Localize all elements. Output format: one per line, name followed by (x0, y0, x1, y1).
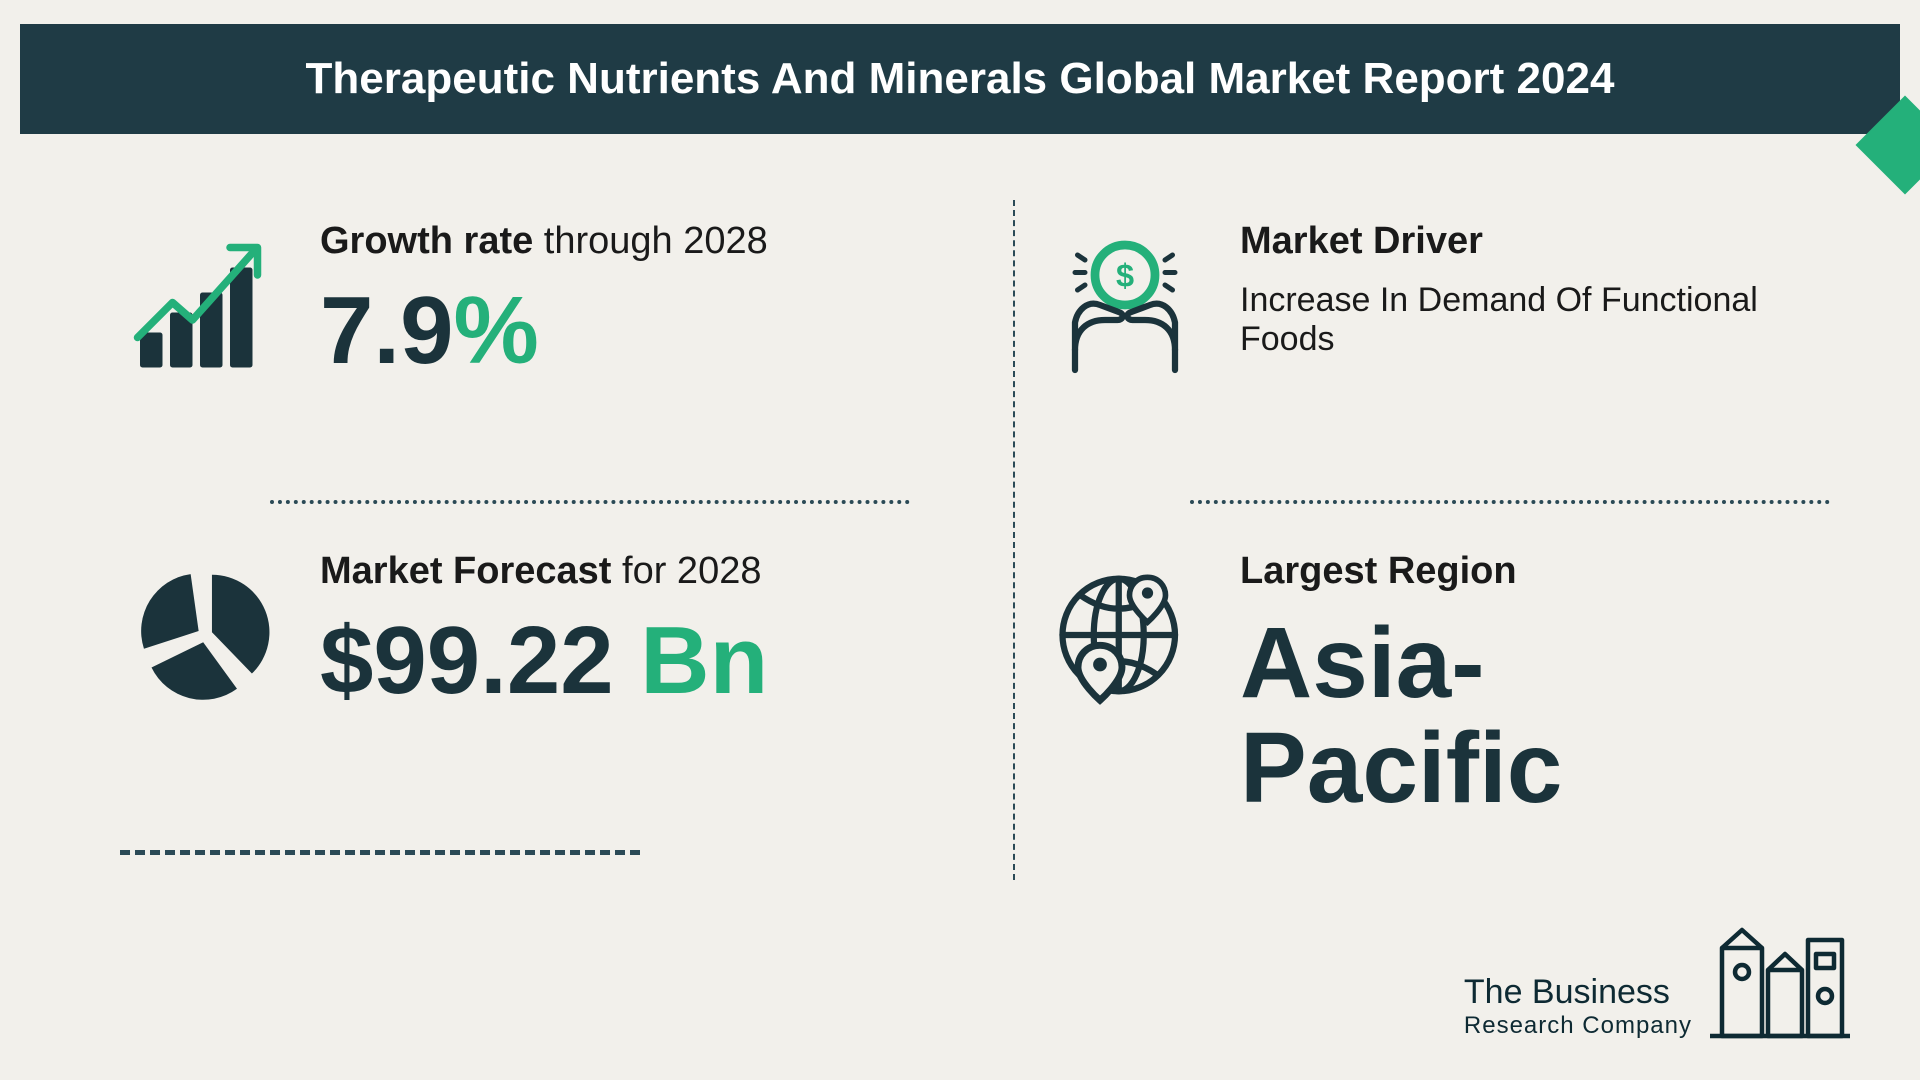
logo-line2: Research Company (1464, 1012, 1692, 1040)
growth-label: Growth rate through 2028 (320, 220, 768, 263)
vertical-divider (1013, 200, 1015, 880)
report-title: Therapeutic Nutrients And Minerals Globa… (306, 54, 1615, 104)
region-label: Largest Region (1240, 550, 1562, 593)
title-bar: Therapeutic Nutrients And Minerals Globa… (20, 24, 1900, 134)
bottom-dash-line (120, 850, 640, 855)
region-value: Asia-Pacific (1240, 611, 1562, 821)
forecast-label: Market Forecast for 2028 (320, 550, 768, 593)
content-area: Growth rate through 2028 7.9% Market For… (80, 190, 1840, 1000)
forecast-panel: Market Forecast for 2028 $99.22 Bn (120, 550, 940, 720)
horizontal-divider-right (1190, 500, 1830, 504)
growth-value: 7.9% (320, 281, 768, 382)
svg-text:$: $ (1116, 257, 1134, 293)
infographic-canvas: Therapeutic Nutrients And Minerals Globa… (0, 0, 1920, 1080)
forecast-value: $99.22 Bn (320, 611, 768, 712)
logo-buildings-icon (1710, 900, 1850, 1040)
driver-label: Market Driver (1240, 220, 1800, 263)
driver-body: Increase In Demand Of Functional Foods (1240, 281, 1800, 359)
logo-line1: The Business (1464, 973, 1692, 1012)
hands-coin-icon: $ (1040, 220, 1210, 390)
driver-panel: $ Market Driver Increase In Demand Of Fu… (1040, 220, 1800, 390)
growth-chart-icon (120, 220, 290, 390)
globe-pin-icon (1040, 550, 1210, 720)
brand-logo: The Business Research Company (1464, 900, 1850, 1040)
horizontal-divider-left (270, 500, 910, 504)
pie-chart-icon (120, 550, 290, 720)
region-panel: Largest Region Asia-Pacific (1040, 550, 1800, 821)
growth-panel: Growth rate through 2028 7.9% (120, 220, 940, 390)
